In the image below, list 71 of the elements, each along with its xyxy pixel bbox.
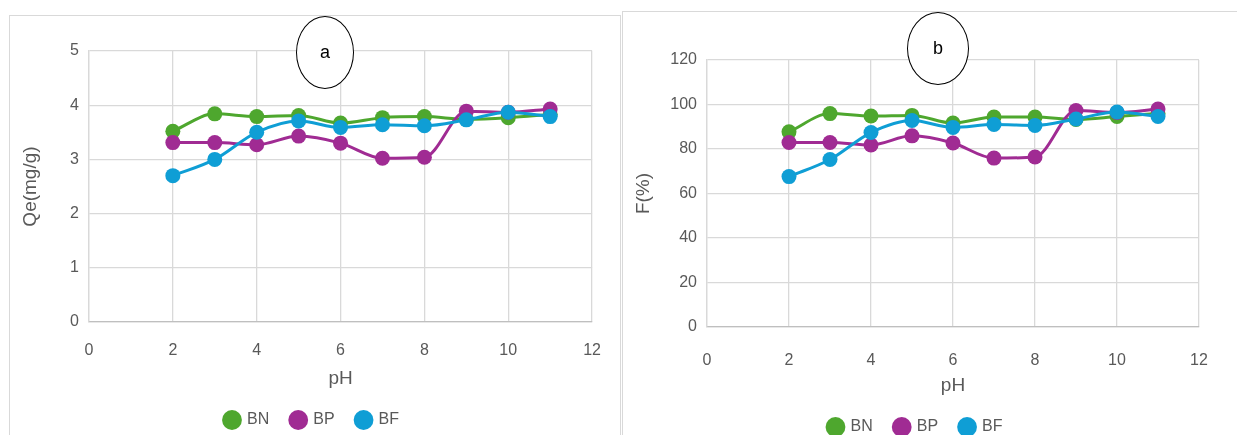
x-axis-title: pH: [940, 373, 966, 395]
point: [165, 135, 181, 151]
point: [781, 169, 797, 185]
point: [904, 113, 920, 129]
y-tick-label: 4: [70, 95, 80, 113]
y-tick-label: 100: [670, 94, 698, 112]
legend-label: BP: [916, 417, 939, 435]
legend-label: BF: [378, 410, 400, 428]
x-tick-label: 2: [784, 351, 794, 369]
chart-title: b: [932, 38, 944, 58]
point: [291, 128, 307, 144]
point: [374, 150, 390, 166]
point: [1027, 149, 1043, 165]
point: [249, 124, 265, 140]
x-tick-label: 6: [948, 351, 958, 369]
point: [1027, 117, 1043, 133]
point: [207, 135, 223, 151]
y-tick-label: 3: [70, 149, 80, 167]
x-tick-label: 2: [168, 341, 178, 359]
x-tick-label: 8: [1030, 351, 1040, 369]
point: [1150, 109, 1166, 125]
legend-label: BP: [313, 410, 335, 428]
y-axis-title: Qe(mg/g): [18, 146, 40, 227]
point: [945, 135, 961, 151]
point: [822, 106, 838, 122]
y-tick-label: 1: [70, 258, 80, 276]
y-tick-label: 60: [679, 183, 698, 201]
y-tick-label: 5: [70, 41, 80, 59]
y-tick-label: 80: [679, 139, 698, 157]
x-tick-label: 0: [702, 351, 712, 369]
x-tick-label: 4: [252, 341, 262, 359]
point: [904, 128, 920, 144]
y-tick-label: 0: [688, 317, 698, 335]
point: [207, 151, 223, 167]
point: [249, 137, 265, 153]
y-tick-label: 40: [679, 228, 698, 246]
point: [781, 135, 797, 151]
chart-title: a: [319, 42, 331, 62]
point: [165, 168, 181, 184]
point: [207, 106, 223, 122]
point: [822, 151, 838, 167]
y-tick-label: 2: [70, 204, 80, 222]
point: [822, 135, 838, 151]
point: [333, 119, 349, 135]
legend-label: BN: [850, 417, 873, 435]
point: [416, 118, 432, 134]
point: [986, 117, 1002, 133]
x-tick-label: 6: [336, 341, 346, 359]
point: [333, 135, 349, 151]
y-tick-label: 0: [70, 312, 80, 330]
x-tick-label: 10: [499, 341, 518, 359]
point: [249, 109, 265, 125]
point: [416, 149, 432, 165]
x-tick-label: 12: [583, 341, 602, 359]
y-axis-title: F(%): [631, 172, 653, 215]
point: [986, 150, 1002, 166]
x-axis-title: pH: [328, 366, 353, 388]
legend-label: BF: [982, 417, 1003, 435]
x-tick-label: 8: [419, 341, 429, 359]
y-tick-label: 120: [670, 50, 698, 68]
legend-label: BN: [246, 410, 270, 428]
x-tick-label: 12: [1190, 351, 1208, 369]
point: [374, 117, 390, 133]
point: [291, 113, 307, 129]
x-tick-label: 10: [1108, 351, 1126, 369]
point: [863, 108, 879, 124]
x-tick-label: 0: [84, 341, 94, 359]
point: [863, 125, 879, 141]
x-tick-label: 4: [866, 351, 876, 369]
point: [945, 119, 961, 135]
y-tick-label: 20: [679, 272, 698, 290]
